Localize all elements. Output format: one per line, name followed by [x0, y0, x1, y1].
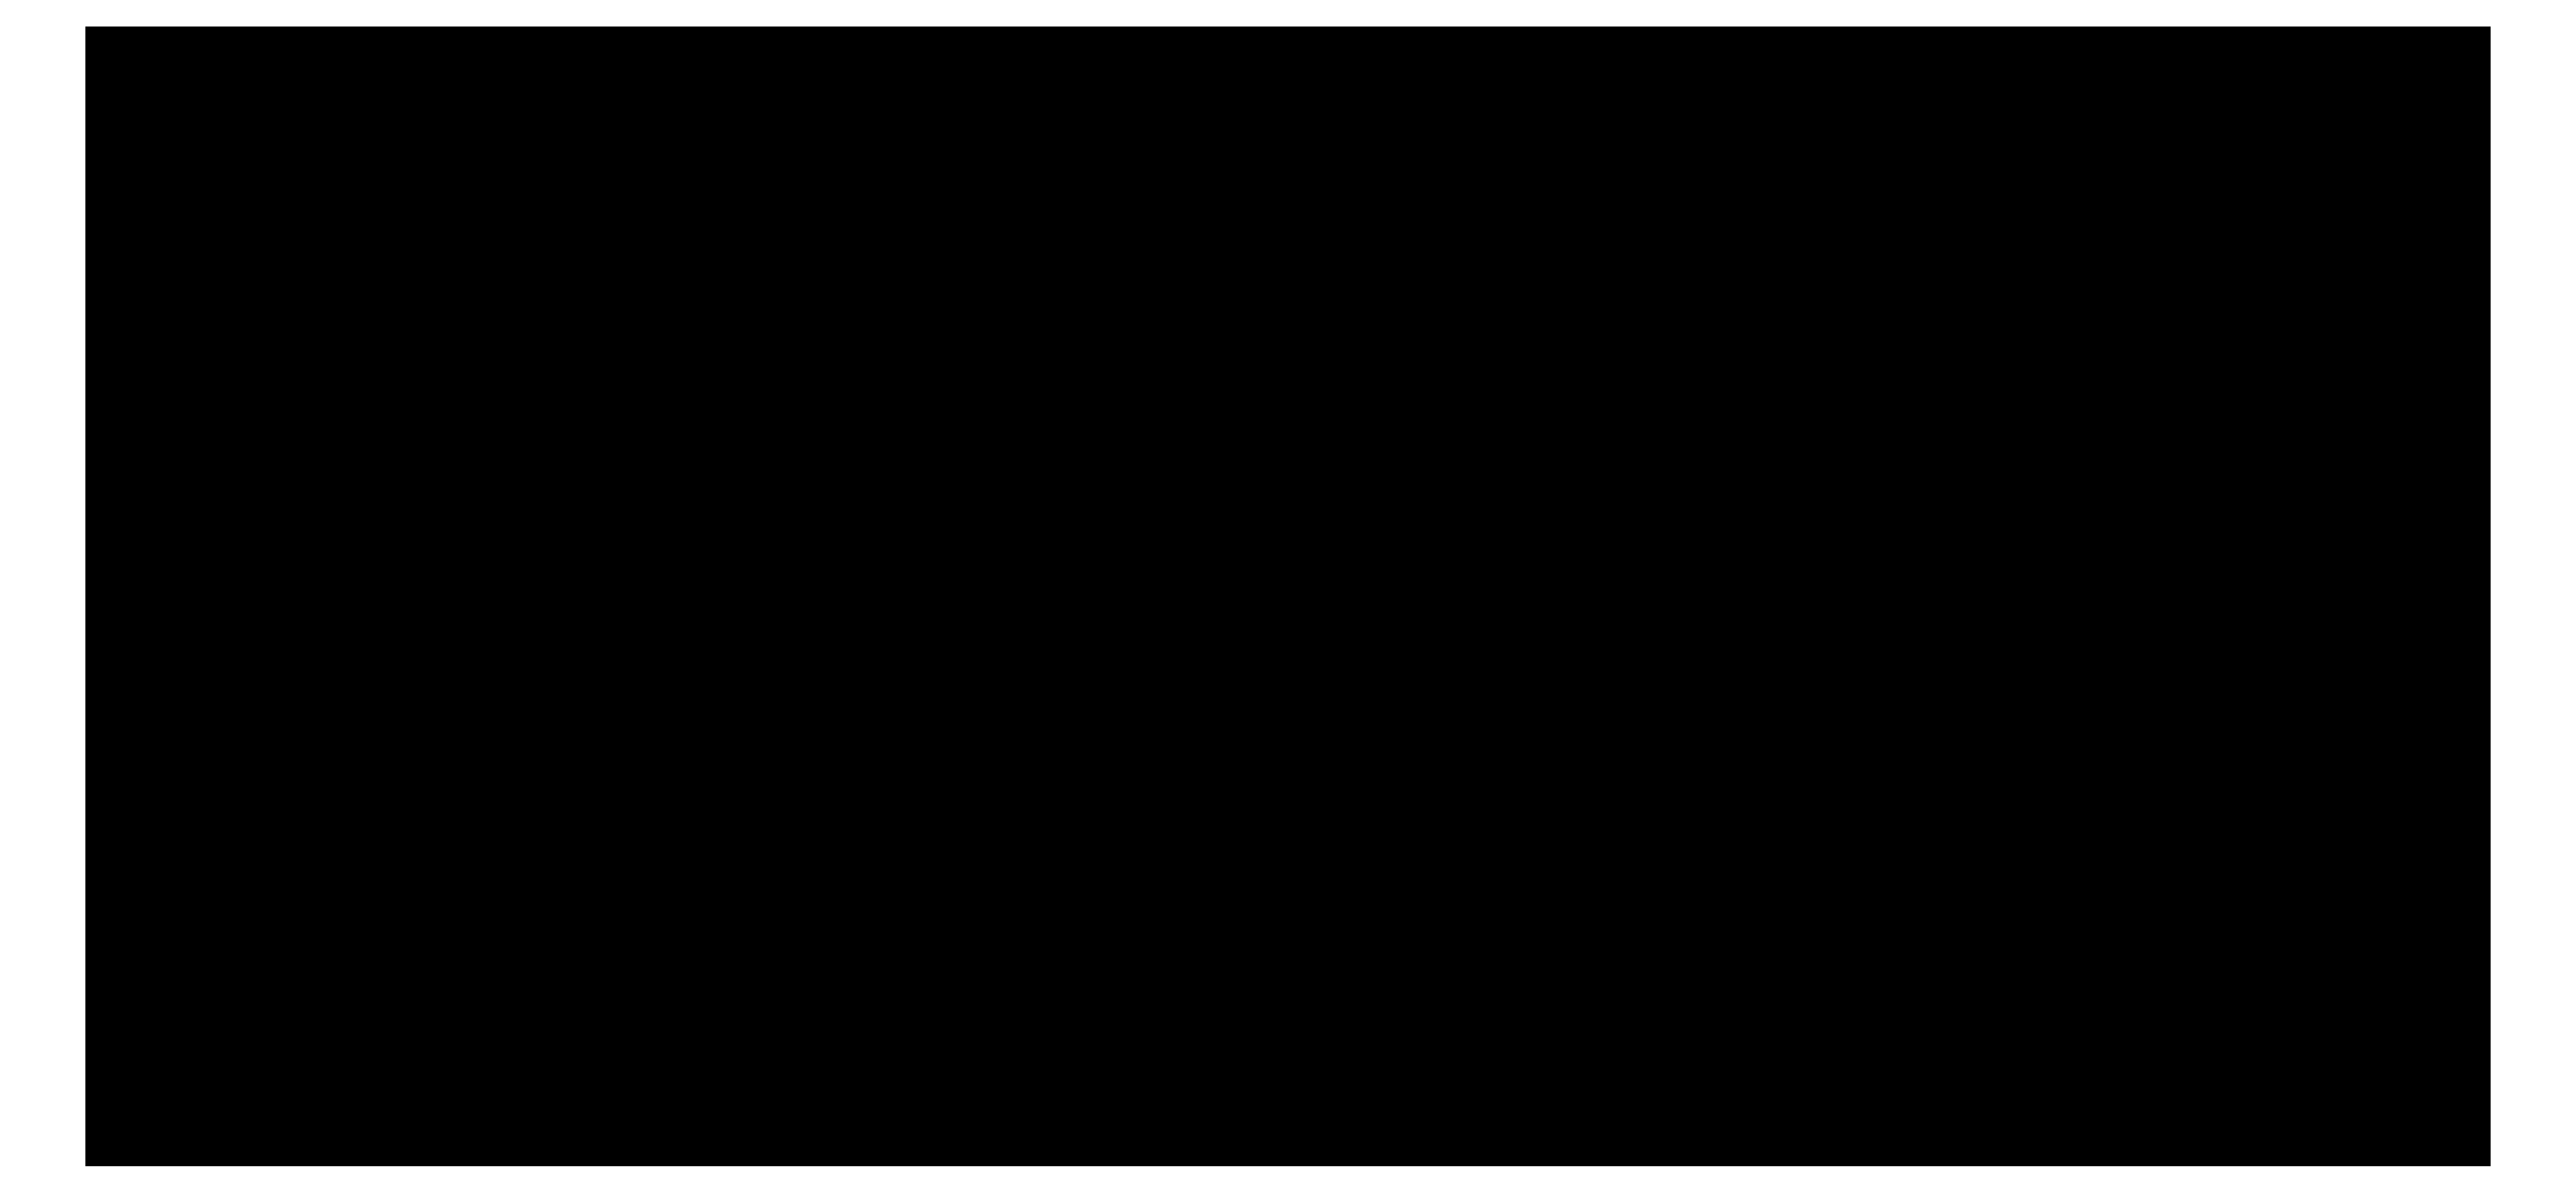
word-cloud-canvas — [85, 27, 2491, 1166]
word-cloud — [85, 27, 2491, 1166]
